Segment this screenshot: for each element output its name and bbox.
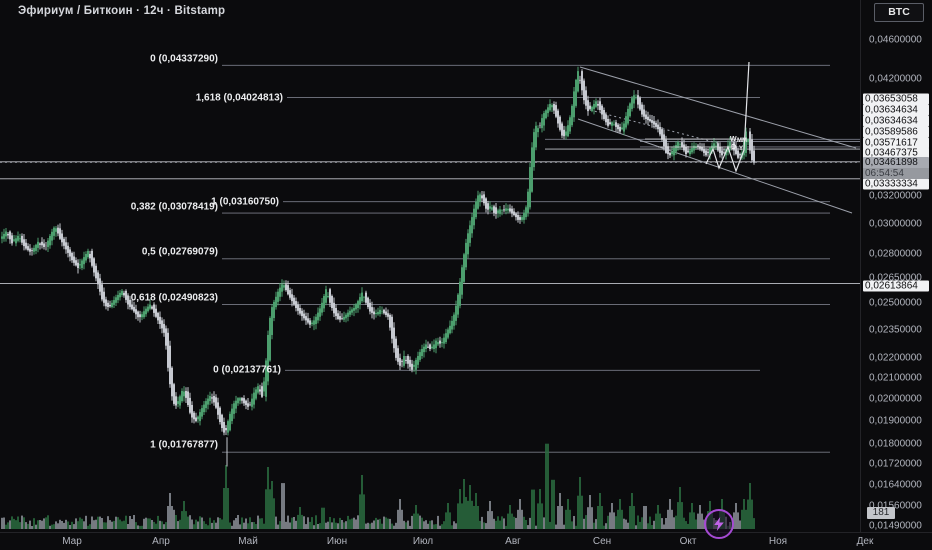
time-axis[interactable]: Мар Апр Май Июн Июл Авг Сен Окт Ноя Дек — [0, 532, 932, 550]
level-price-label: 0,03333334 — [863, 178, 929, 190]
svg-text:Y: Y — [739, 146, 743, 152]
current-price-label: 0,03461898 06:54:54 — [863, 157, 929, 179]
price-tick-label: 0,04600000 — [869, 34, 922, 46]
fib-level-label: 1 (0,03160750) — [211, 196, 279, 208]
price-tick-label: 0,02500000 — [869, 297, 922, 309]
level-price-label: 0,03467375 — [863, 147, 929, 159]
time-tick-label: Ноя — [768, 536, 788, 547]
time-tick-label: Сен — [592, 536, 612, 547]
symbol-title: Эфириум / Биткоин · 12ч · Bitstamp — [18, 5, 226, 17]
time-tick-label: Дек — [856, 536, 874, 547]
fib-level-label: 0 (0,04337290) — [150, 53, 218, 65]
time-tick-label: Июн — [326, 536, 348, 547]
price-tick-label: 0,03000000 — [869, 218, 922, 230]
level-price-label: 0,03634634 — [863, 115, 929, 127]
bar-countdown: 06:54:54 — [863, 168, 929, 179]
level-price-label: 0,03653058 — [863, 93, 929, 105]
price-tick-label: 0,02200000 — [869, 352, 922, 364]
fib-level-label: 1 (0,01767877) — [150, 439, 218, 451]
level-price-label: 0,03634634 — [863, 104, 929, 116]
price-tick-label: 0,01900000 — [869, 415, 922, 427]
svg-text:MM: MM — [737, 138, 747, 144]
boost-button[interactable] — [704, 509, 734, 539]
svg-text:D: D — [731, 144, 736, 151]
level-price-label: 0,02613864 — [863, 280, 929, 292]
price-tick-label: 0,04200000 — [869, 73, 922, 85]
price-tick-label: 0,02100000 — [869, 372, 922, 384]
fib-level-label: 0,5 (0,02769079) — [141, 246, 218, 258]
price-tick-label: 0,03200000 — [869, 190, 922, 202]
time-tick-label: Апр — [152, 536, 170, 547]
price-axis[interactable]: 0,03461898 06:54:54 181 0,04600000 0,0420… — [860, 0, 932, 532]
current-price-value: 0,03461898 — [863, 157, 929, 168]
price-tick-label: 0,01720000 — [869, 458, 922, 470]
bars-count-badge: 181 — [867, 507, 895, 519]
price-tick-label: 0,02650000 — [869, 272, 922, 284]
fib-level-label: 0,618 (0,02490823) — [130, 292, 218, 304]
fib-level-label: 1,618 (0,04024813) — [195, 92, 283, 104]
time-tick-label: Мар — [62, 536, 82, 547]
price-tick-label: 0,02800000 — [869, 248, 922, 260]
fib-level-label: 0,382 (0,03078419) — [130, 201, 218, 213]
time-tick-label: Авг — [505, 536, 521, 547]
level-price-label: 0,03571617 — [863, 137, 929, 149]
price-tick-label: 0,01490000 — [869, 520, 922, 532]
price-tick-label: 0,01560000 — [869, 500, 922, 512]
price-tick-label: 0,01640000 — [869, 479, 922, 490]
price-tick-label: 0,02000000 — [869, 393, 922, 405]
level-price-label: 0,03589586 — [863, 126, 929, 138]
time-tick-label: Июл — [412, 536, 434, 547]
currency-toggle-button[interactable]: BTC — [874, 3, 924, 22]
time-tick-label: Окт — [679, 536, 697, 547]
lightning-icon — [714, 517, 724, 531]
fib-level-label: 0 (0,02137761) — [213, 364, 281, 376]
price-tick-label: 0,01800000 — [869, 438, 922, 450]
svg-text:W: W — [730, 136, 737, 143]
price-tick-label: 0,02350000 — [869, 324, 922, 335]
time-tick-label: Май — [238, 536, 258, 547]
price-chart[interactable]: W MMD Y — [0, 0, 932, 532]
